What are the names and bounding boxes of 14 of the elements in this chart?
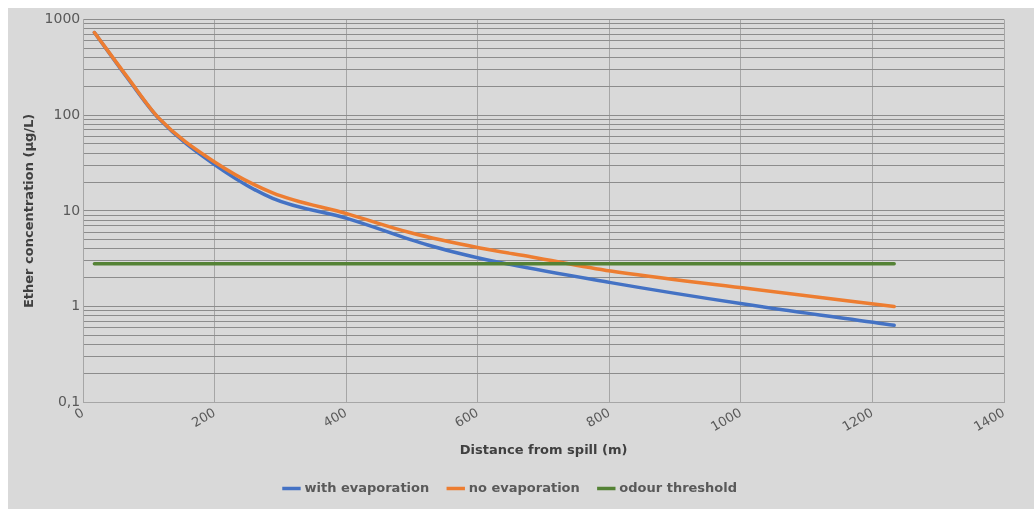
x-tick-label: 600: [452, 404, 482, 431]
legend-label: no evaporation: [468, 479, 580, 495]
y-axis-title: Ether concentration (µg/L): [21, 113, 37, 309]
y-tick-label: 0,1: [57, 392, 81, 409]
y-tick-label: 1000: [44, 10, 81, 27]
y-tick-label: 10: [62, 201, 81, 218]
legend-label: odour threshold: [619, 479, 738, 495]
x-tick-label: 400: [320, 404, 350, 431]
x-tick-label: 800: [583, 404, 613, 431]
y-tick-label: 1: [71, 297, 81, 314]
x-tick-label: 200: [188, 404, 218, 431]
x-axis-title: Distance from spill (m): [459, 441, 628, 457]
y-tick-label: 100: [53, 105, 81, 122]
legend-label: with evaporation: [304, 479, 430, 495]
